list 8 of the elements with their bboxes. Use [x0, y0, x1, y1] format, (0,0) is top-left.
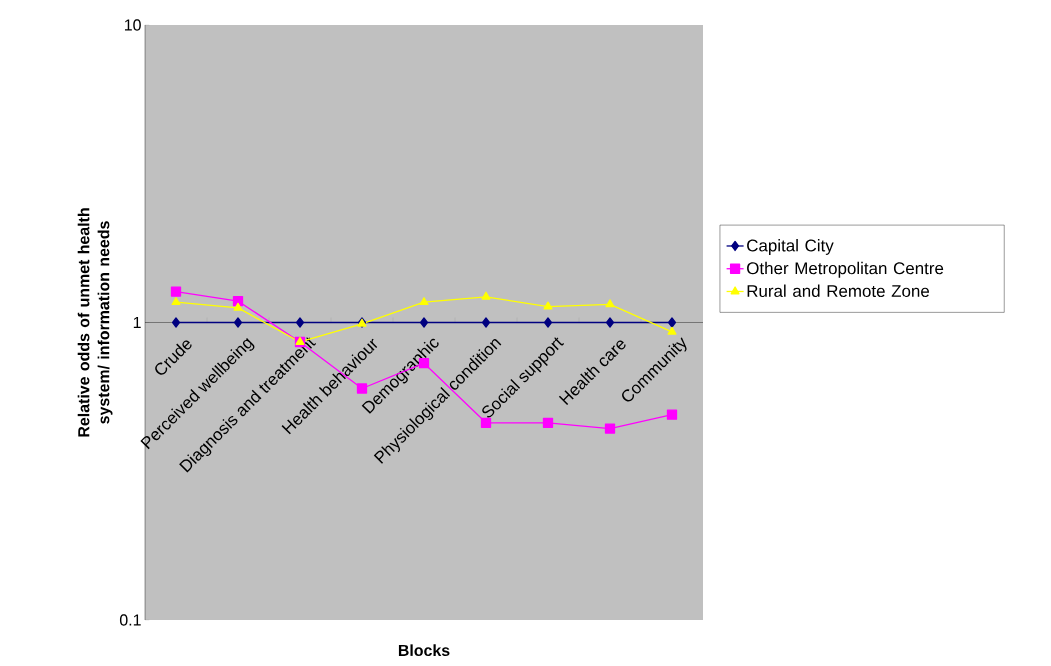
- x-axis-title: Blocks: [398, 644, 450, 657]
- y-tick-label: 10: [124, 19, 141, 31]
- y-axis-title: Relative odds of unmet health system/ information needs: [77, 208, 113, 437]
- legend-label: Rural and Remote Zone: [747, 284, 930, 298]
- y-tick-label: 0.1: [119, 614, 141, 626]
- legend-label: Capital City: [747, 239, 834, 255]
- legend-label: Other Metropolitan Centre: [747, 261, 944, 278]
- y-tick-label: 1: [133, 317, 141, 328]
